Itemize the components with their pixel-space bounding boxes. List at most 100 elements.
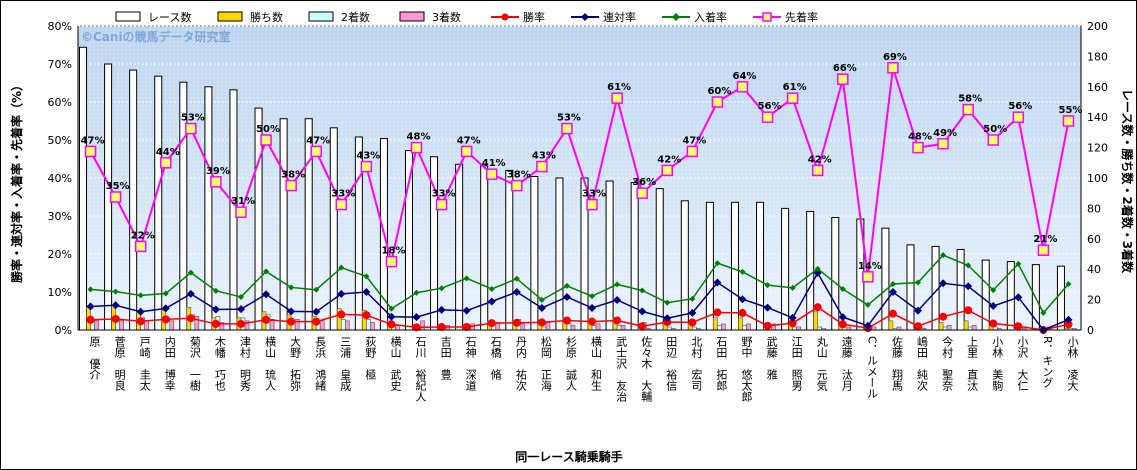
win-rate-marker: [888, 309, 897, 318]
x-tick-label: 長浜 鴻緒: [314, 336, 327, 392]
bar-wins: [813, 311, 819, 331]
x-tick-label: 戸崎 圭太: [138, 336, 151, 392]
x-tick-label: 佐藤 翔馬: [890, 335, 903, 392]
x-tick-label: 田辺 裕信: [665, 336, 678, 392]
finish-ahead-rate-marker: [811, 164, 824, 177]
show-rate-marker: [162, 290, 169, 297]
x-tick-label: 横山 琉人: [264, 335, 277, 391]
finish-ahead-rate-marker: [661, 164, 674, 177]
x-tick-label: 今村 聖奈: [941, 335, 954, 391]
win-rate-marker: [1014, 322, 1023, 331]
y-right-tick-label: 0: [1087, 324, 1094, 337]
finish-ahead-rate-marker: [385, 255, 398, 268]
win-rate-marker: [462, 322, 471, 331]
win-rate-marker: [613, 316, 622, 325]
show-rate-marker: [438, 285, 445, 292]
y-right-tick-label: 80: [1087, 202, 1101, 215]
data-label: 55%: [1058, 105, 1082, 116]
x-tick-label: 菊沢 一樹: [188, 336, 201, 392]
bar-races: [1056, 265, 1065, 331]
quinella-rate-marker: [838, 313, 847, 322]
win-rate-marker: [387, 320, 396, 329]
show-rate-marker: [990, 287, 997, 294]
data-label: 69%: [883, 52, 907, 63]
data-label: 47%: [306, 135, 330, 146]
y-left-tick-label: 70%: [48, 58, 72, 71]
data-label: 31%: [231, 196, 255, 207]
x-tick-label: 北村 宏司: [690, 336, 703, 391]
win-rate-marker: [1064, 320, 1073, 329]
x-tick-label: 小沢 大仁: [1016, 336, 1029, 391]
quinella-rate-marker: [287, 307, 296, 316]
quinella-rate-marker: [262, 290, 271, 299]
win-rate-marker: [588, 317, 597, 326]
x-tick-label: 江田 照男: [790, 336, 803, 392]
bar-seconds: [591, 325, 597, 331]
legend-label: 連対率: [603, 10, 636, 24]
x-tick-label: 木幡 巧也: [213, 336, 226, 391]
quinella-rate-marker: [211, 305, 220, 314]
finish-ahead-rate-marker: [310, 145, 322, 158]
quinella-rate-marker: [588, 303, 597, 312]
finish-ahead-rate-marker: [937, 138, 949, 150]
data-label: 44%: [156, 147, 180, 158]
bar-seconds: [566, 323, 572, 331]
show-rate-marker: [388, 305, 395, 312]
data-label: 56%: [1008, 101, 1032, 112]
bar-races: [279, 118, 288, 331]
finish-ahead-rate-marker: [837, 73, 849, 85]
x-tick-label: 野中 悠太郎: [740, 336, 753, 402]
data-label: 61%: [607, 82, 631, 93]
x-tick-label: 内田 博幸: [163, 335, 176, 392]
plot-area: [77, 25, 1082, 331]
bar-thirds: [119, 320, 124, 331]
data-label: 49%: [933, 128, 957, 139]
quinella-rate-marker: [387, 312, 396, 321]
show-rate-marker: [338, 264, 345, 271]
show-rate-marker: [864, 301, 871, 308]
y-right-tick-label: 140: [1087, 111, 1108, 124]
show-rate-marker: [488, 285, 495, 292]
legend-label: 入着率: [694, 10, 727, 24]
bar-thirds: [595, 323, 601, 331]
x-tick-label: 石田 拓郎: [715, 336, 728, 391]
quinella-rate-marker: [186, 289, 195, 298]
y-axis-right-title: レース数・勝ち数・2着数・3着数: [1120, 89, 1135, 274]
finish-ahead-rate-marker: [987, 134, 999, 146]
y-right-tick-label: 40: [1087, 263, 1101, 276]
legend-label: レース数: [148, 11, 191, 24]
finish-ahead-rate-marker: [210, 176, 222, 188]
win-rate-marker: [86, 315, 95, 324]
data-label: 53%: [557, 113, 581, 124]
data-label: 41%: [482, 158, 506, 169]
win-rate-marker: [437, 322, 446, 331]
quinella-rate-line: [90, 271, 1069, 331]
show-rate-marker: [814, 265, 821, 272]
x-tick-label: 武藤 雅: [765, 336, 778, 380]
quinella-rate-marker: [537, 303, 546, 312]
show-rate-marker: [413, 289, 420, 296]
show-rate-marker: [1065, 281, 1072, 288]
legend-label: 3着数: [432, 10, 461, 24]
data-label: 60%: [707, 86, 731, 97]
show-rate-line: [90, 254, 1070, 315]
finish-ahead-rate-marker: [736, 81, 749, 93]
finish-ahead-rate-marker: [686, 145, 699, 158]
bar-races: [505, 169, 514, 331]
show-rate-marker: [563, 282, 570, 289]
finish-ahead-rate-marker: [786, 92, 799, 104]
win-rate-marker: [964, 306, 973, 315]
quinella-rate-marker: [86, 302, 95, 311]
show-rate-marker: [789, 284, 796, 291]
bar-races: [555, 177, 564, 331]
show-rate-marker: [839, 285, 846, 292]
bar-thirds: [520, 323, 526, 331]
win-rate-marker: [638, 322, 647, 331]
finish-ahead-rate-marker: [435, 198, 448, 211]
win-rate-marker: [738, 308, 747, 317]
win-rate-marker: [688, 318, 697, 327]
win-rate-marker: [362, 311, 371, 320]
y-right-tick-label: 20: [1087, 294, 1101, 307]
show-rate-marker: [965, 262, 972, 269]
show-rate-marker: [263, 268, 270, 275]
